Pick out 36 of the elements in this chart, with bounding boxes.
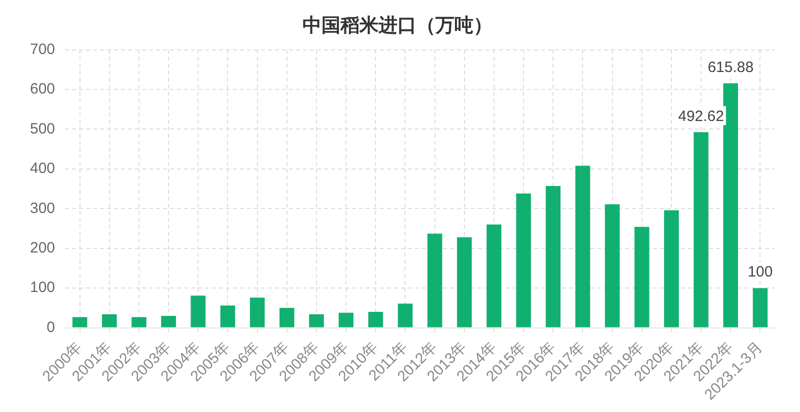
chart-title: 中国稻米进口（万吨） bbox=[302, 14, 492, 37]
bar bbox=[338, 312, 354, 328]
bar bbox=[634, 226, 650, 328]
data-label: 492.62 bbox=[678, 108, 724, 125]
bar bbox=[102, 314, 117, 328]
data-label: 615.88 bbox=[708, 58, 754, 76]
bar bbox=[456, 237, 472, 328]
bar bbox=[546, 186, 561, 328]
bar bbox=[280, 308, 294, 328]
y-tick-label: 700 bbox=[30, 40, 56, 58]
bar bbox=[220, 306, 236, 328]
y-tick-label: 0 bbox=[46, 318, 56, 336]
bar bbox=[604, 204, 620, 328]
y-tick-label: 200 bbox=[30, 240, 56, 257]
bar bbox=[427, 234, 442, 328]
y-tick-label: 300 bbox=[30, 200, 56, 217]
bar bbox=[516, 194, 531, 328]
bar bbox=[190, 296, 206, 328]
bar bbox=[398, 304, 413, 328]
y-tick-label: 100 bbox=[30, 279, 56, 296]
bar bbox=[309, 314, 324, 328]
bar bbox=[250, 298, 265, 328]
bar bbox=[694, 132, 708, 328]
bar bbox=[486, 224, 502, 328]
y-tick-label: 600 bbox=[30, 80, 56, 98]
y-tick-label: 400 bbox=[30, 160, 56, 178]
bar bbox=[72, 317, 88, 328]
bar bbox=[664, 210, 679, 328]
bar bbox=[368, 312, 384, 328]
bar bbox=[575, 166, 590, 328]
bar bbox=[752, 288, 768, 328]
bar bbox=[161, 316, 176, 328]
bar bbox=[132, 317, 146, 328]
y-tick-label: 500 bbox=[30, 120, 56, 138]
bar bbox=[723, 83, 738, 328]
data-label: 100 bbox=[748, 264, 773, 281]
